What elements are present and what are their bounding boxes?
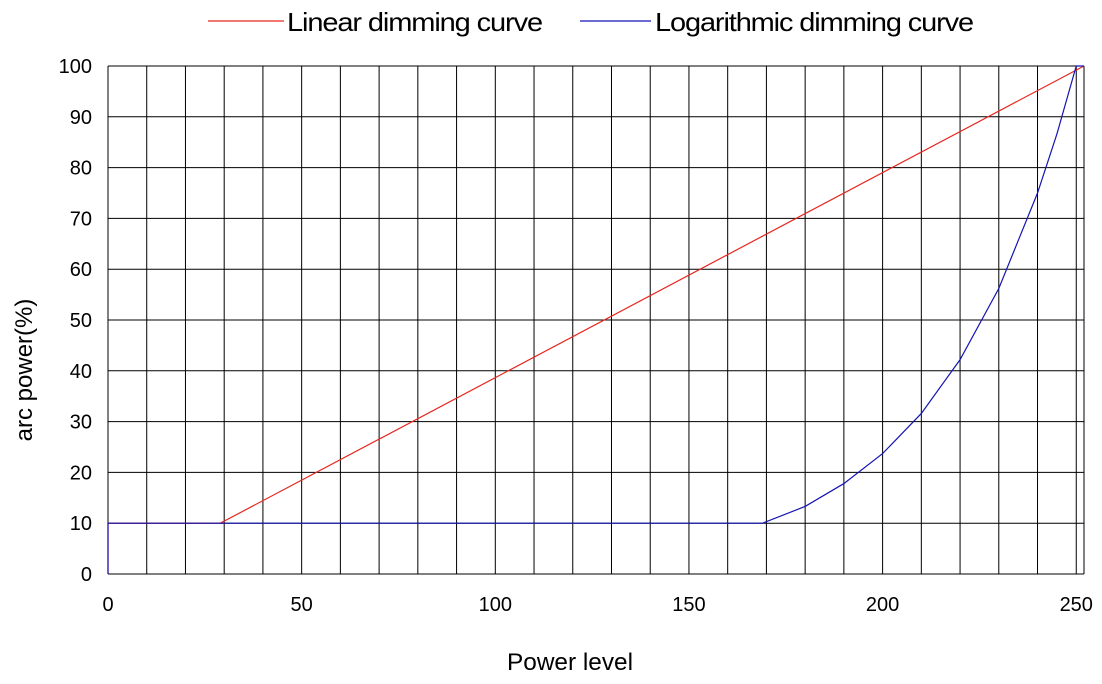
y-tick-label: 30 xyxy=(70,412,92,434)
y-tick-label: 100 xyxy=(59,56,92,78)
x-tick-label: 0 xyxy=(102,594,113,616)
y-axis-title: arc power(%) xyxy=(11,299,38,442)
plot-lines xyxy=(107,65,1085,574)
series-line-2 xyxy=(107,65,1084,574)
y-tick-label: 70 xyxy=(70,208,92,230)
y-tick-label: 0 xyxy=(81,564,92,586)
grid xyxy=(107,65,1085,575)
legend-label-1: Linear dimming curve xyxy=(287,7,543,37)
tick-labels: 0 10 20 30 40 50 60 70 80 90 100 0 50 100 150 200 250 xyxy=(59,56,1093,616)
y-tick-label: 60 xyxy=(70,259,92,281)
x-tick-label: 200 xyxy=(866,594,899,616)
legend-label-2: Logarithmic dimming curve xyxy=(655,7,974,37)
x-tick-label: 250 xyxy=(1060,594,1093,616)
y-tick-label: 10 xyxy=(70,513,92,535)
legend: Linear dimming curve Logarithmic dimming … xyxy=(208,7,975,37)
y-tick-label: 40 xyxy=(70,361,92,383)
y-tick-label: 20 xyxy=(70,462,92,484)
x-tick-label: 150 xyxy=(672,594,705,616)
y-tick-label: 90 xyxy=(70,107,92,129)
x-tick-label: 100 xyxy=(479,594,512,616)
y-tick-label: 50 xyxy=(70,310,92,332)
x-axis-title: Power level xyxy=(507,649,633,676)
x-tick-label: 50 xyxy=(291,594,313,616)
y-tick-label: 80 xyxy=(70,158,92,180)
